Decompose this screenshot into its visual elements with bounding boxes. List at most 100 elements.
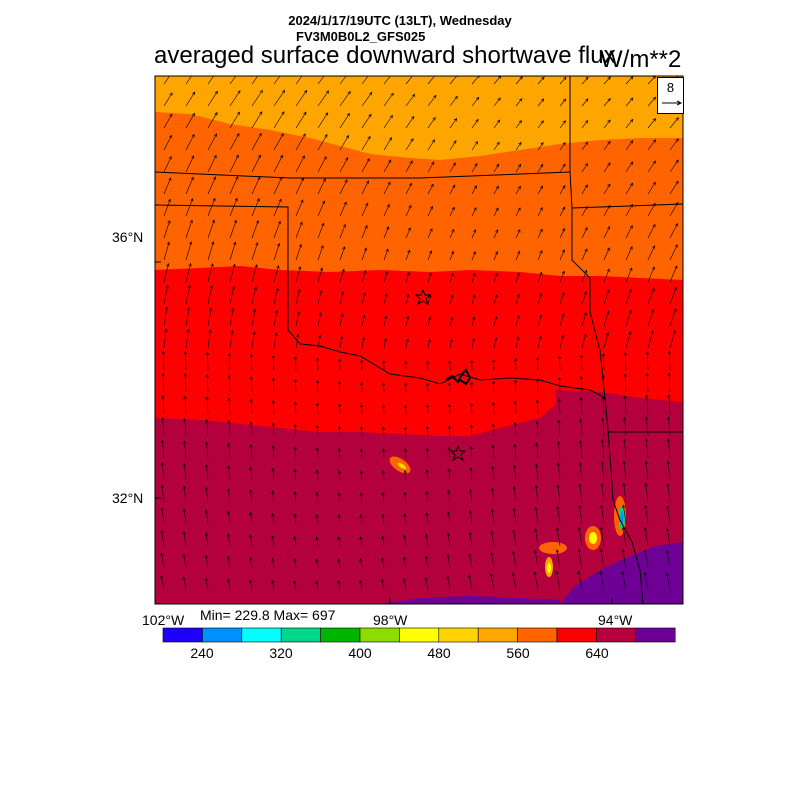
wind-vector-head (337, 558, 341, 562)
wind-vector-head (474, 140, 478, 145)
wind-vector-head (496, 119, 501, 124)
wind-vector-head (539, 292, 543, 297)
wind-vector (515, 294, 520, 305)
wind-vector-head (271, 467, 275, 472)
wind-vector (404, 426, 407, 437)
wind-vector (556, 571, 561, 591)
wind-vector (251, 176, 261, 195)
wind-vector-head (534, 463, 539, 468)
wind-vector-head (274, 309, 279, 314)
colorbar-label: 560 (506, 645, 530, 661)
wind-vector-head (449, 338, 453, 343)
wind-vector-head (578, 461, 582, 466)
wind-vector (185, 307, 190, 327)
wind-vector (426, 513, 429, 525)
wind-vector-head (645, 394, 649, 399)
state-boundary (155, 204, 606, 399)
wind-vector (185, 113, 195, 129)
wind-vector-head (540, 142, 544, 146)
wind-vector-head (584, 162, 588, 167)
wind-vector (558, 377, 561, 393)
wind-vector (317, 267, 323, 283)
wind-vector (600, 571, 605, 591)
wind-vector-head (407, 227, 411, 231)
field-band-south-edge (380, 596, 560, 604)
wind-vector-head (583, 312, 587, 316)
wind-vector (161, 462, 165, 481)
wind-vector (339, 135, 349, 151)
wind-vector (623, 505, 627, 525)
wind-vector (405, 138, 414, 151)
wind-vector-head (472, 316, 476, 321)
wind-vector (622, 549, 627, 569)
wind-vector (317, 90, 329, 107)
wind-vector (537, 185, 543, 195)
wind-vector-head (189, 241, 193, 245)
wind-vector (625, 97, 634, 107)
wind-vector (537, 229, 543, 239)
wind-vector (512, 572, 517, 591)
wind-vector (515, 76, 523, 85)
wind-vector-head (271, 422, 275, 427)
wind-vector-head (643, 571, 647, 576)
wind-vector (317, 112, 329, 129)
wind-vector (228, 420, 231, 437)
wind-vector-head (629, 182, 634, 187)
boundary-layer (155, 76, 683, 604)
wind-vector (295, 379, 297, 393)
wind-vector-head (652, 160, 656, 165)
wind-vector-head (513, 464, 517, 469)
wind-vector (183, 554, 187, 569)
wind-vector (558, 420, 561, 437)
wind-vector (537, 120, 544, 129)
wind-vector-head (497, 97, 501, 102)
wind-vector (339, 291, 344, 305)
wind-vector-head (359, 470, 363, 474)
wind-vector-head (231, 307, 235, 312)
wind-vector (425, 534, 429, 547)
wind-vector-head (205, 373, 209, 378)
wind-vector (625, 331, 631, 349)
wind-vector-head (276, 265, 280, 269)
wind-vector-head (607, 162, 611, 166)
wind-vector-head (160, 439, 165, 444)
wind-vector (644, 572, 649, 591)
wind-vector-head (448, 381, 452, 386)
wind-vector-head (666, 482, 670, 487)
wind-vector-head (644, 504, 648, 509)
wind-vector-head (303, 111, 307, 116)
state-boundary (569, 76, 683, 209)
wind-vector-head (315, 558, 319, 563)
wind-vector (427, 295, 431, 305)
wind-vector-head (359, 381, 364, 386)
wind-vector-head (446, 575, 450, 580)
wind-vector (338, 580, 341, 591)
wind-vector-head (345, 134, 349, 139)
wind-vector-head (556, 484, 560, 488)
wind-vector (207, 91, 218, 107)
wind-vector-head (600, 439, 605, 443)
wind-vector (625, 289, 632, 305)
wind-vector (405, 183, 412, 195)
wind-vector-head (191, 155, 195, 159)
wind-vector (426, 448, 429, 459)
wind-vector-head (205, 396, 209, 401)
wind-vector-head (365, 180, 369, 184)
wind-vector-head (516, 315, 520, 319)
lon-label-102w: 102°W (142, 612, 185, 628)
wind-vector-head (555, 527, 560, 531)
wind-vector-head (337, 380, 342, 385)
wind-vector-head (629, 246, 633, 250)
wind-vector (448, 469, 451, 481)
wind-vector-head (410, 138, 414, 142)
wind-vector-head (275, 287, 279, 292)
wind-vector (405, 227, 411, 239)
state-boundary (571, 208, 606, 399)
wind-vector (449, 76, 458, 85)
wind-vector (471, 403, 473, 415)
wind-vector (163, 263, 169, 283)
wind-vector-head (425, 490, 429, 495)
wind-vector-head (599, 570, 603, 575)
wind-vector-head (469, 424, 473, 428)
wind-vector (229, 133, 240, 151)
